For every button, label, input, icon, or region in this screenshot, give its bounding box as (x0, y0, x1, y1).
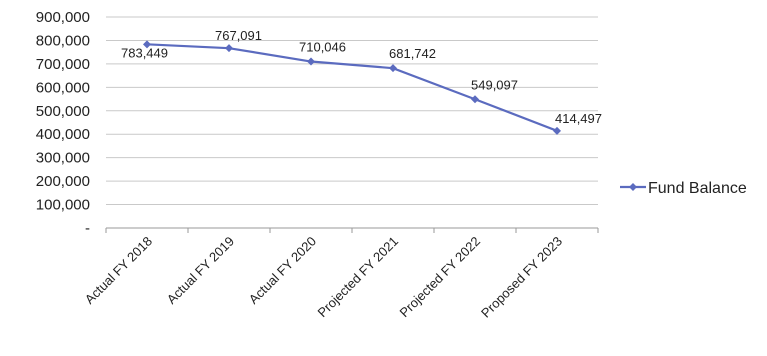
data-point (553, 126, 561, 135)
y-tick-label: 600,000 (36, 79, 90, 96)
data-label: 549,097 (471, 77, 518, 92)
x-tick-label: Actual FY 2018 (82, 234, 155, 307)
legend-label: Fund Balance (648, 180, 747, 197)
data-point (225, 44, 233, 53)
y-axis-tick-labels: - 100,000 200,000 300,000 400,000 500,000 600,… (36, 9, 90, 237)
y-tick-label: 700,000 (36, 56, 90, 73)
y-tick-label: 200,000 (36, 173, 90, 190)
x-tick-label: Actual FY 2020 (246, 234, 319, 307)
x-tick-label: Proposed FY 2023 (478, 234, 565, 321)
data-labels: 783,449 767,091 710,046 681,742 549,097 414,4… (121, 28, 602, 126)
data-point (307, 57, 315, 66)
legend: Fund Balance (620, 180, 747, 197)
series-line-fund-balance (146, 43, 558, 132)
y-tick-label: 400,000 (36, 126, 90, 143)
data-label: 783,449 (121, 45, 168, 60)
y-tick-label: 300,000 (36, 150, 90, 167)
data-label: 767,091 (215, 28, 262, 43)
data-label: 414,497 (555, 111, 602, 126)
series-layer (143, 40, 561, 135)
x-tick-label: Actual FY 2019 (164, 234, 237, 307)
legend-marker (629, 183, 637, 191)
y-tick-label: 900,000 (36, 9, 90, 26)
x-tick-label: Projected FY 2021 (315, 234, 402, 321)
grid-lines (106, 16, 598, 206)
data-point (389, 64, 397, 73)
y-tick-label: 800,000 (36, 32, 90, 49)
y-tick-label: 500,000 (36, 103, 90, 120)
x-tick-label: Projected FY 2022 (397, 234, 484, 321)
x-axis-tick-labels: Actual FY 2018 Actual FY 2019 Actual FY 20… (82, 234, 565, 321)
y-tick-label: 100,000 (36, 197, 90, 214)
data-label: 710,046 (299, 40, 346, 55)
data-label: 681,742 (389, 46, 436, 61)
data-point (143, 40, 151, 49)
data-point (471, 95, 479, 104)
axes (105, 227, 599, 233)
y-tick-label: - (85, 220, 90, 237)
